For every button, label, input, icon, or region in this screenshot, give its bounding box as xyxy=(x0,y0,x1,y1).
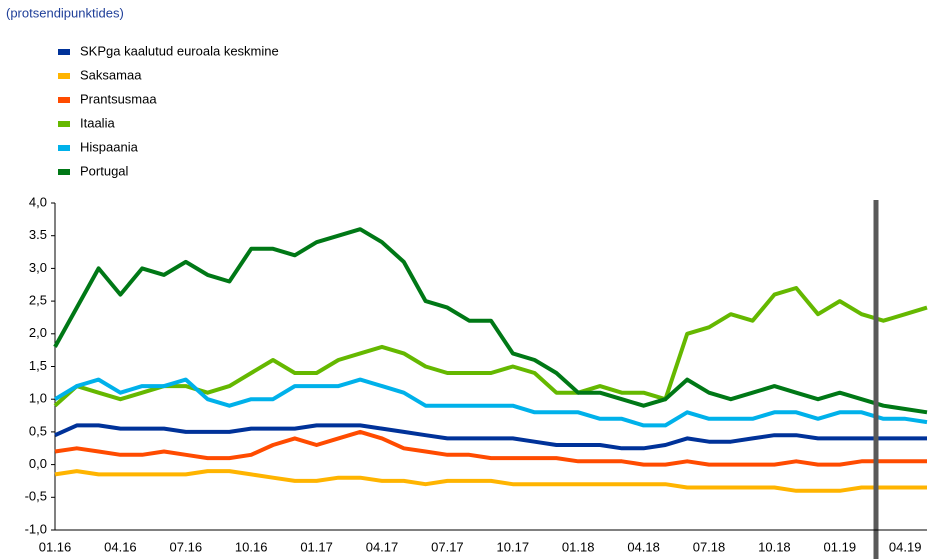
series-line xyxy=(54,423,927,451)
x-tick-label: 04.17 xyxy=(366,539,399,554)
y-tick-label: 1,5 xyxy=(29,358,47,373)
legend-label: Hispaania xyxy=(80,139,139,154)
legend-swatch xyxy=(58,73,70,79)
x-tick-label: 01.19 xyxy=(824,539,857,554)
x-tick-label: 07.16 xyxy=(170,539,203,554)
x-tick-label: 07.17 xyxy=(431,539,464,554)
chart-subtitle: (protsendipunktides) xyxy=(6,5,124,20)
x-tick-label: 04.16 xyxy=(104,539,137,554)
series-line xyxy=(53,286,928,408)
y-tick-label: 2,5 xyxy=(29,293,47,308)
series-line xyxy=(53,227,928,415)
x-tick-label: 10.18 xyxy=(758,539,791,554)
y-tick-label: 3,0 xyxy=(29,260,47,275)
legend-swatch xyxy=(58,145,70,151)
y-tick-label: -0,5 xyxy=(25,489,47,504)
legend-label: Portugal xyxy=(80,163,129,178)
x-tick-label: 01.16 xyxy=(39,539,72,554)
x-tick-label: 01.18 xyxy=(562,539,595,554)
legend-label: Saksamaa xyxy=(80,67,142,82)
legend-label: SKPga kaalutud euroala keskmine xyxy=(80,43,279,58)
x-tick-label: 04.18 xyxy=(627,539,660,554)
series-line xyxy=(54,429,927,467)
y-tick-label: 1,0 xyxy=(29,391,47,406)
y-tick-label: 2,0 xyxy=(29,325,47,340)
x-tick-label: 01.17 xyxy=(300,539,333,554)
x-tick-label: 10.17 xyxy=(497,539,530,554)
series-line xyxy=(53,377,928,428)
series-line xyxy=(54,469,927,493)
y-tick-label: -1,0 xyxy=(25,521,47,536)
x-tick-label: 07.18 xyxy=(693,539,726,554)
legend-label: Itaalia xyxy=(80,115,115,130)
legend-swatch xyxy=(58,49,70,55)
legend-swatch xyxy=(58,97,70,103)
y-tick-label: 4,0 xyxy=(29,194,47,209)
legend-swatch xyxy=(58,169,70,175)
x-tick-label: 10.16 xyxy=(235,539,268,554)
y-tick-label: 3.5 xyxy=(29,227,47,242)
legend-swatch xyxy=(58,121,70,127)
y-tick-label: 0,0 xyxy=(29,456,47,471)
legend-label: Prantsusmaa xyxy=(80,91,157,106)
y-tick-label: 0,5 xyxy=(29,423,47,438)
x-tick-label: 04.19 xyxy=(889,539,922,554)
